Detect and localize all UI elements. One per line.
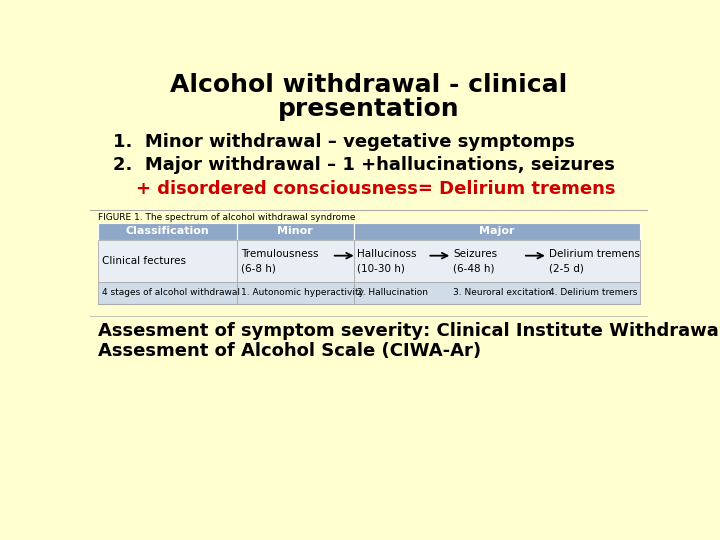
Bar	[98, 240, 238, 282]
Bar	[98, 282, 238, 303]
Text: Classification: Classification	[125, 226, 210, 236]
Text: FIGURE 1. The spectrum of alcohol withdrawal syndrome: FIGURE 1. The spectrum of alcohol withdr…	[98, 213, 355, 221]
Text: Assesment of Alcohol Scale (CIWA-Ar): Assesment of Alcohol Scale (CIWA-Ar)	[98, 342, 481, 360]
Text: (2-5 d): (2-5 d)	[549, 264, 583, 273]
Text: + disordered consciousness= Delirium tremens: + disordered consciousness= Delirium tre…	[137, 180, 616, 198]
Bar	[98, 222, 238, 240]
Text: Tremulousness: Tremulousness	[241, 248, 319, 259]
Text: Minor: Minor	[277, 226, 313, 236]
Text: Clinical fectures: Clinical fectures	[102, 256, 186, 266]
Text: 3. Neuroral excitation: 3. Neuroral excitation	[453, 288, 552, 297]
Bar	[238, 240, 354, 282]
Bar	[354, 222, 640, 240]
Text: 2.  Major withdrawal – 1 +hallucinations, seizures: 2. Major withdrawal – 1 +hallucinations,…	[113, 156, 615, 174]
Text: Seizures: Seizures	[453, 248, 497, 259]
Text: 2. Hallucination: 2. Hallucination	[357, 288, 428, 297]
Text: presentation: presentation	[278, 97, 460, 121]
Text: 4. Delirium tremers: 4. Delirium tremers	[549, 288, 637, 297]
Bar	[238, 222, 354, 240]
Bar	[354, 282, 640, 303]
Bar	[238, 282, 354, 303]
Text: Major: Major	[479, 226, 515, 236]
Text: 1.  Minor withdrawal – vegetative symptomps: 1. Minor withdrawal – vegetative symptom…	[113, 132, 575, 151]
Text: Hallucinoss: Hallucinoss	[357, 248, 417, 259]
Text: (6-48 h): (6-48 h)	[453, 264, 495, 273]
Text: (10-30 h): (10-30 h)	[357, 264, 405, 273]
Text: (6-8 h): (6-8 h)	[241, 264, 276, 273]
Text: Delirium tremens: Delirium tremens	[549, 248, 639, 259]
Text: Alcohol withdrawal - clinical: Alcohol withdrawal - clinical	[171, 72, 567, 97]
Text: Assesment of symptom severity: Clinical Institute Withdrawal: Assesment of symptom severity: Clinical …	[98, 322, 720, 340]
Text: 1. Autonomic hyperactivity: 1. Autonomic hyperactivity	[241, 288, 364, 297]
Bar	[354, 240, 640, 282]
Text: 4 stages of alcohol withdrawal: 4 stages of alcohol withdrawal	[102, 288, 240, 297]
